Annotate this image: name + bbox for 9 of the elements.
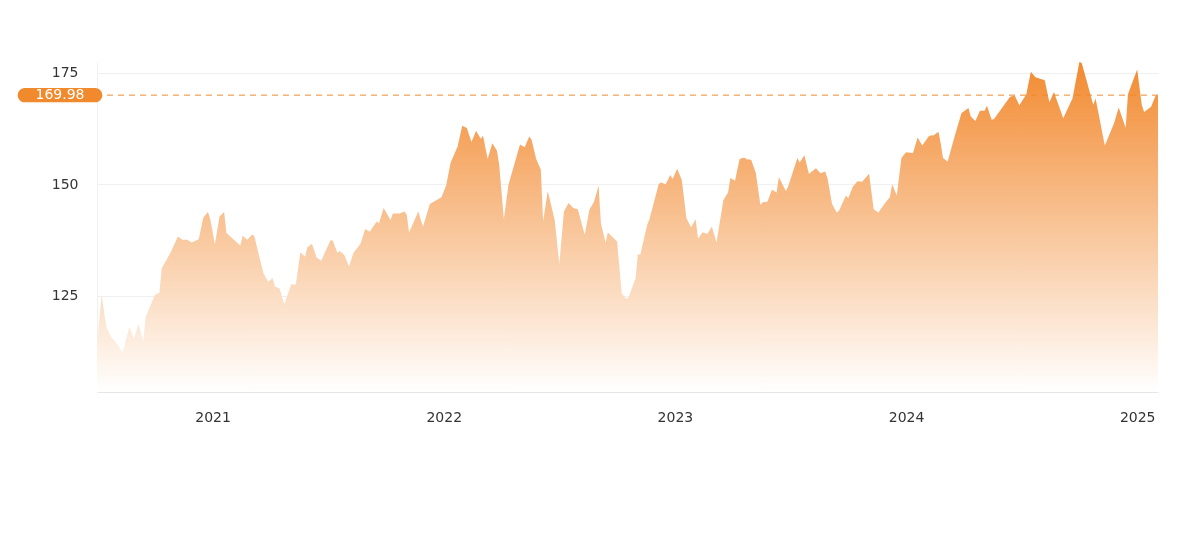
x-tick-label: 2021 [195, 408, 231, 425]
y-tick-label: 125 [51, 287, 79, 304]
y-tick-label: 150 [51, 175, 79, 192]
y-tick-label: 175 [51, 64, 79, 81]
x-tick-label: 2022 [426, 408, 463, 425]
x-tick-label: 2023 [657, 408, 694, 425]
ref-line-label: 169.98 [35, 86, 85, 103]
x-tick-label: 2024 [888, 408, 925, 425]
x-tick-label: 2025 [1119, 408, 1156, 425]
